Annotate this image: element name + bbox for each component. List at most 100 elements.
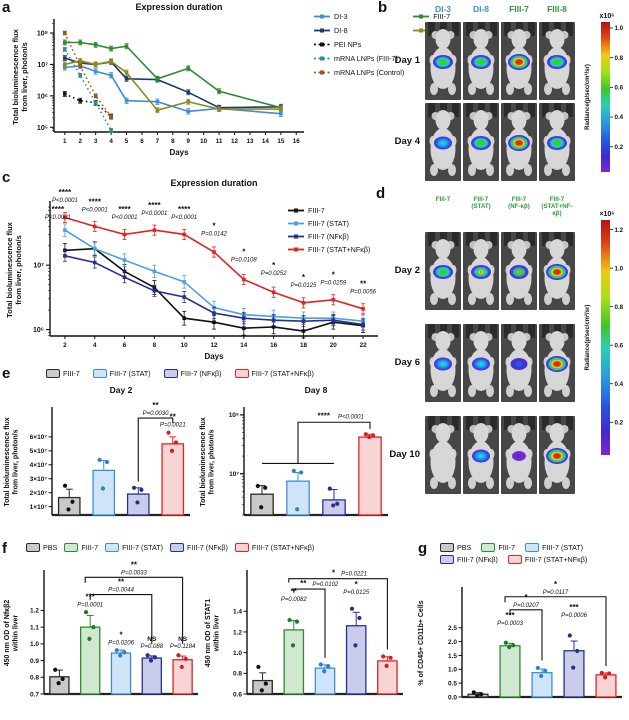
- svg-text:14: 14: [240, 342, 248, 349]
- mouse-bioluminescence-image: [425, 324, 461, 402]
- svg-text:2: 2: [63, 342, 67, 349]
- legend-label: mRNA LNPs (Control): [334, 68, 405, 77]
- legend-item: FIII-7 (STAT+NFκβ): [287, 245, 370, 254]
- mouse-bioluminescence-image: [425, 232, 461, 310]
- svg-text:6×10⁷: 6×10⁷: [30, 434, 48, 441]
- svg-text:*: *: [272, 261, 276, 270]
- svg-text:Day 8: Day 8: [305, 385, 328, 395]
- legend-item: PBS: [26, 543, 57, 552]
- svg-text:P<0.0001: P<0.0001: [112, 215, 138, 221]
- svg-text:P=0.0221: P=0.0221: [341, 572, 367, 578]
- day-row-label: Day 4: [394, 136, 420, 147]
- day-row-label: Day 6: [394, 357, 420, 368]
- legend-swatch: [525, 543, 540, 552]
- svg-text:**: **: [360, 280, 367, 289]
- legend-label: mRNA LNPs (FIII-7): [334, 54, 398, 63]
- legend-swatch: [440, 543, 454, 552]
- svg-text:**: **: [300, 579, 307, 588]
- svg-text:10: 10: [200, 138, 208, 145]
- mouse-bioluminescence-image: [501, 416, 537, 494]
- svg-text:1×10⁷: 1×10⁷: [30, 504, 48, 511]
- svg-text:16: 16: [293, 138, 301, 145]
- legend-line-icon: [314, 70, 330, 75]
- mouse-column-header: DI-8: [472, 4, 490, 14]
- mouse-column-header: FIII-7 (STAT): [471, 196, 491, 211]
- svg-text:Total bioluminescence flux: Total bioluminescence flux: [5, 221, 14, 318]
- svg-text:0.2: 0.2: [615, 419, 624, 426]
- svg-text:Radiance(p/sec/cm²/sr): Radiance(p/sec/cm²/sr): [584, 305, 591, 371]
- svg-text:P=0.0021: P=0.0021: [160, 422, 186, 428]
- svg-text:0.4: 0.4: [615, 381, 624, 388]
- svg-text:450 nm OD of Nfκβ2: 450 nm OD of Nfκβ2: [4, 600, 11, 667]
- svg-text:***: ***: [569, 603, 579, 612]
- svg-text:P<0.0001: P<0.0001: [171, 215, 197, 221]
- svg-text:*: *: [554, 580, 558, 589]
- legend-item: FIII-7: [64, 543, 98, 552]
- svg-text:**: **: [131, 560, 138, 569]
- svg-text:10⁷: 10⁷: [229, 471, 239, 478]
- svg-text:*: *: [332, 271, 336, 280]
- legend-label: FIII-7: [308, 206, 325, 215]
- legend-label: FIII-7 (STAT+NFκβ): [251, 369, 314, 378]
- legend-swatch: [64, 543, 79, 552]
- svg-text:2: 2: [78, 138, 82, 145]
- legend-item: FIII-7: [412, 12, 450, 21]
- svg-text:****: ****: [118, 205, 131, 214]
- legend-label: FIII-7 (NFκβ): [308, 232, 349, 241]
- mouse-bioluminescence-image: [539, 232, 575, 310]
- radiance-colorbar: ×10⁶ 1.2 1.0 0.8 0.6 0.4 0.2 Radiance(p/sec/cm²…: [584, 211, 624, 455]
- svg-text:13: 13: [246, 138, 254, 145]
- legend-swatch: [234, 543, 249, 552]
- svg-text:P=0.0207: P=0.0207: [513, 603, 540, 609]
- panel-f-label: f: [2, 540, 7, 557]
- legend-item: FIII-7 (STAT): [105, 543, 163, 552]
- svg-text:**: **: [152, 401, 159, 410]
- panel-g-chart: 0.0 0.5 1.0 1.5 2.0 2.5 % of CD45+ CD11b+ Cell…: [418, 580, 622, 701]
- legend-swatch: [507, 555, 522, 564]
- svg-text:P=0.0044: P=0.0044: [108, 588, 135, 594]
- svg-text:1.0: 1.0: [615, 25, 624, 32]
- svg-text:*: *: [119, 631, 123, 640]
- mouse-bioluminescence-image: [463, 232, 499, 310]
- svg-text:P=0.0033: P=0.0033: [121, 570, 148, 576]
- legend-label: FIII-7: [63, 369, 80, 378]
- legend-label: FIII-7 (NFκβ): [187, 543, 228, 552]
- svg-text:Days: Days: [169, 148, 189, 157]
- legend-item: FIII-7 (STAT+NFκβ): [234, 543, 314, 552]
- svg-text:0.2: 0.2: [615, 144, 624, 151]
- svg-text:0.0: 0.0: [448, 694, 457, 701]
- mouse-bioluminescence-image: [539, 324, 575, 402]
- legend-item: mRNA LNPs (FIII-7): [313, 54, 404, 63]
- legend-label: FIII-7 (STAT): [542, 543, 584, 552]
- svg-text:12: 12: [210, 342, 218, 349]
- svg-text:****: ****: [178, 205, 191, 214]
- svg-text:5×10⁷: 5×10⁷: [30, 448, 48, 455]
- svg-text:0.6: 0.6: [615, 85, 624, 92]
- svg-text:Days: Days: [204, 352, 224, 361]
- mouse-bioluminescence-image: [539, 103, 575, 181]
- panel-c-label: c: [2, 169, 11, 186]
- svg-text:P=0.0142: P=0.0142: [201, 231, 228, 237]
- svg-text:10⁷: 10⁷: [37, 62, 48, 69]
- svg-text:within liver: within liver: [13, 614, 20, 652]
- svg-text:1.2: 1.2: [615, 227, 624, 234]
- svg-text:from liver, photon/s: from liver, photon/s: [209, 429, 216, 494]
- legend-line-icon: [314, 14, 330, 19]
- mouse-column-header: FIII-8: [547, 4, 567, 14]
- svg-text:1.0: 1.0: [615, 265, 624, 272]
- svg-text:2.0: 2.0: [448, 639, 457, 646]
- svg-text:***: ***: [505, 611, 515, 620]
- svg-text:10⁸: 10⁸: [229, 412, 239, 419]
- svg-text:x10⁶: x10⁶: [600, 13, 615, 20]
- legend-swatch: [26, 543, 40, 552]
- svg-text:P=0.1184: P=0.1184: [170, 644, 196, 650]
- svg-text:****: ****: [52, 205, 65, 214]
- panel-c-chart: Expression duration 10⁶ 10⁷ 2 4 6 8 10 12 14 16 18 2…: [5, 178, 378, 361]
- mouse-column-header: FIII-7 (STAT+NF-κβ): [541, 196, 573, 218]
- svg-text:8: 8: [171, 138, 175, 145]
- svg-text:4: 4: [93, 342, 97, 349]
- legend-label: FIII-7 (STAT+NFκβ): [524, 555, 588, 564]
- svg-text:2.5: 2.5: [448, 625, 457, 632]
- svg-text:5: 5: [125, 138, 129, 145]
- legend-line-icon: [288, 234, 304, 239]
